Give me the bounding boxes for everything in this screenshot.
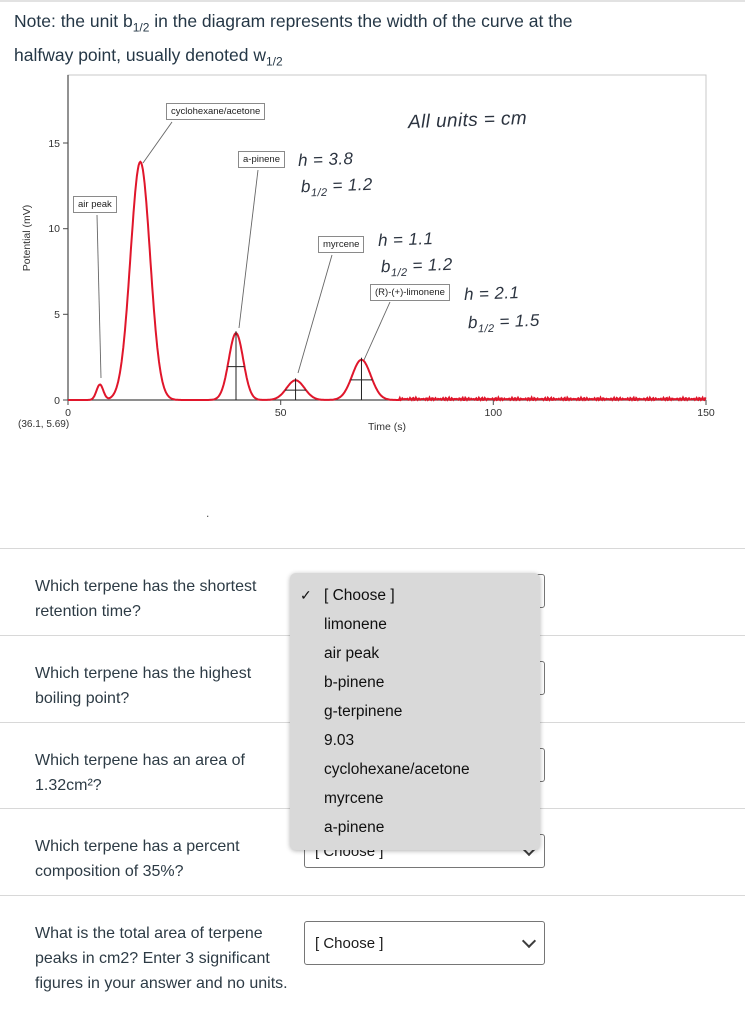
y-tick-label-5: 5 (54, 309, 60, 321)
peak-label-cyclohexane: cyclohexane/acetone (166, 103, 266, 120)
peak-label-air: air peak (73, 196, 117, 213)
question-3-text: Which terpene has an area of 1.32cm²? (35, 752, 245, 794)
question-5-select[interactable]: [ Choose ] (304, 921, 545, 965)
menu-option-9-03[interactable]: 9.03 (324, 732, 355, 749)
y-tick-label-15: 15 (48, 138, 60, 150)
question-5-select-value: [ Choose ] (315, 934, 384, 952)
check-icon: ✓ (300, 587, 312, 603)
note-sub1: 1/2 (132, 20, 150, 35)
x-tick-label-150: 150 (697, 407, 715, 419)
chromatogram-svg: 0 5 10 15 0 50 100 150 Potential (mV) Ti… (18, 74, 715, 433)
x-axis-label: Time (s) (368, 421, 406, 433)
menu-option-g-terpinene[interactable]: g-terpinene (324, 703, 403, 720)
question-row-5: What is the total area of terpene peaks … (0, 895, 745, 1024)
x-tick-label-50: 50 (275, 407, 287, 419)
measurement-crosses (227, 331, 373, 400)
handwritten-limonene-h: h = 2.1 (463, 283, 520, 304)
handwritten-apinene-h: h = 3.8 (297, 149, 354, 170)
chromatogram-curve (68, 160, 707, 402)
menu-option-cyclohexane-acetone[interactable]: cyclohexane/acetone (324, 761, 470, 778)
questions-section: Which terpene has the shortest retention… (0, 548, 745, 1024)
question-5-text: What is the total area of terpene peaks … (35, 925, 288, 992)
menu-option-b-pinene[interactable]: b-pinene (324, 674, 385, 691)
y-tick-label-0: 0 (54, 395, 60, 407)
handwritten-limonene-b: b1/2 = 1.5 (467, 310, 541, 336)
note-part1: Note: the unit b (14, 11, 133, 31)
question-2-text: Which terpene has the highest boiling po… (35, 665, 252, 707)
question-4-text: Which terpene has a percent composition … (35, 838, 240, 880)
handwritten-myrcene-h: h = 1.1 (377, 229, 434, 250)
note-part3: halfway point, usually denoted w (14, 44, 266, 65)
stray-dot: . (206, 506, 210, 520)
x-tick-label-0: 0 (65, 407, 71, 419)
chromatogram: 0 5 10 15 0 50 100 150 Potential (mV) Ti… (0, 70, 745, 470)
menu-option-choose[interactable]: ✓ [ Choose ] (290, 581, 540, 610)
handwritten-myrcene-b: b1/2 = 1.2 (380, 254, 454, 280)
note-sub2: 1/2 (265, 54, 283, 68)
peak-label-limonene: (R)-(+)-limonene (370, 284, 450, 301)
cursor-readout: (36.1, 5.69) (18, 419, 69, 430)
menu-option-myrcene[interactable]: myrcene (324, 790, 384, 807)
note-part2: in the diagram represents the width of t… (149, 11, 573, 31)
choose-dropdown-menu: ✓ [ Choose ] limonene air peak b-pinene … (290, 573, 540, 850)
peak-label-apinene: a-pinene (238, 151, 285, 168)
label-connectors (96, 121, 391, 379)
x-tick-label-100: 100 (485, 407, 503, 419)
handwritten-units-note: All units = cm (407, 107, 528, 134)
menu-option-a-pinene[interactable]: a-pinene (324, 819, 385, 836)
peak-label-myrcene: myrcene (318, 236, 365, 253)
question-1-text: Which terpene has the shortest retention… (35, 578, 257, 620)
menu-option-limonene[interactable]: limonene (324, 616, 387, 633)
handwritten-apinene-b: b1/2 = 1.2 (300, 174, 374, 200)
menu-option-air-peak[interactable]: air peak (324, 645, 380, 662)
note-text: Note: the unit b1/2 in the diagram repre… (14, 8, 728, 75)
y-axis-label: Potential (mV) (21, 205, 33, 272)
y-tick-label-10: 10 (48, 223, 60, 235)
chevron-down-icon (521, 933, 537, 949)
